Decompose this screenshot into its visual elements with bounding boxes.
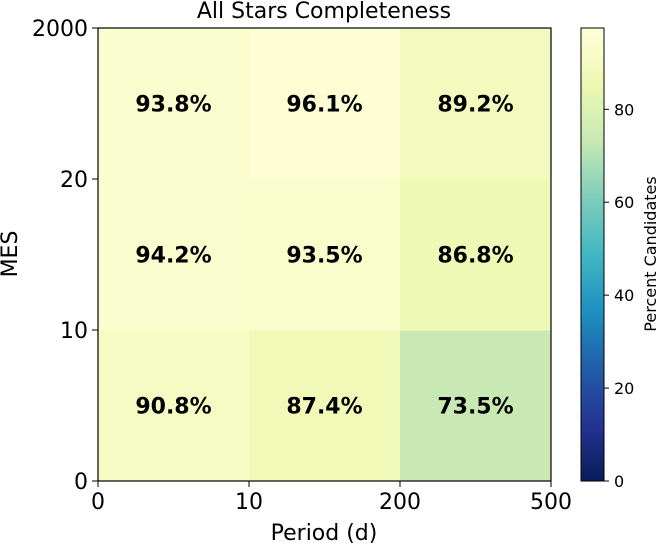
x-axis-ticks: 0 10 200 500 [91, 481, 572, 515]
x-tick-label: 10 [235, 490, 263, 515]
plot-frame [97, 27, 552, 482]
heatmap-cell [249, 179, 401, 331]
colorbar-tick-label: 80 [614, 100, 634, 119]
y-tick-label: 0 [74, 470, 88, 495]
cell-value-label: 93.5% [286, 244, 362, 269]
x-tick-label: 200 [379, 490, 421, 515]
y-tick-label: 20 [60, 168, 88, 193]
x-tick-label: 0 [91, 490, 105, 515]
x-axis-label: Period (d) [271, 521, 378, 544]
heatmap-cell [400, 179, 552, 331]
heatmap-cell [98, 179, 250, 331]
heatmap-cell [249, 330, 401, 482]
colorbar-label: Percent Candidates [641, 176, 656, 331]
colorbar [580, 27, 605, 482]
colorbar-tick-label: 20 [614, 379, 634, 398]
colorbar-tick-label: 60 [614, 193, 634, 212]
cell-value-label: 87.4% [286, 395, 362, 420]
y-axis-ticks: 0 10 20 2000 [32, 17, 98, 495]
colorbar-ticks: 0 20 40 60 80 [604, 100, 634, 491]
cell-value-label: 94.2% [135, 244, 211, 269]
heatmap-cell [98, 28, 250, 180]
heatmap-cells [98, 28, 552, 482]
cell-value-label: 89.2% [437, 93, 513, 118]
cell-value-label: 86.8% [437, 244, 513, 269]
cell-value-label: 96.1% [286, 93, 362, 118]
x-tick-label: 500 [530, 490, 572, 515]
cell-value-label: 93.8% [135, 93, 211, 118]
heatmap-cell [400, 28, 552, 180]
cell-value-label: 90.8% [135, 395, 211, 420]
colorbar-tick-label: 40 [614, 286, 634, 305]
heatmap-cell [400, 330, 552, 482]
heatmap-cell [98, 330, 250, 482]
cell-value-label: 73.5% [437, 395, 513, 420]
y-axis-label: MES [0, 231, 23, 278]
y-tick-label: 10 [60, 319, 88, 344]
colorbar-tick-label: 0 [614, 472, 624, 491]
heatmap-cell [249, 28, 401, 180]
chart-title: All Stars Completeness [197, 0, 451, 24]
y-tick-label: 2000 [32, 17, 88, 42]
heatmap-cell-labels: 90.8% 87.4% 73.5% 94.2% 93.5% 86.8% 93.8% 96.1%… [135, 93, 513, 420]
